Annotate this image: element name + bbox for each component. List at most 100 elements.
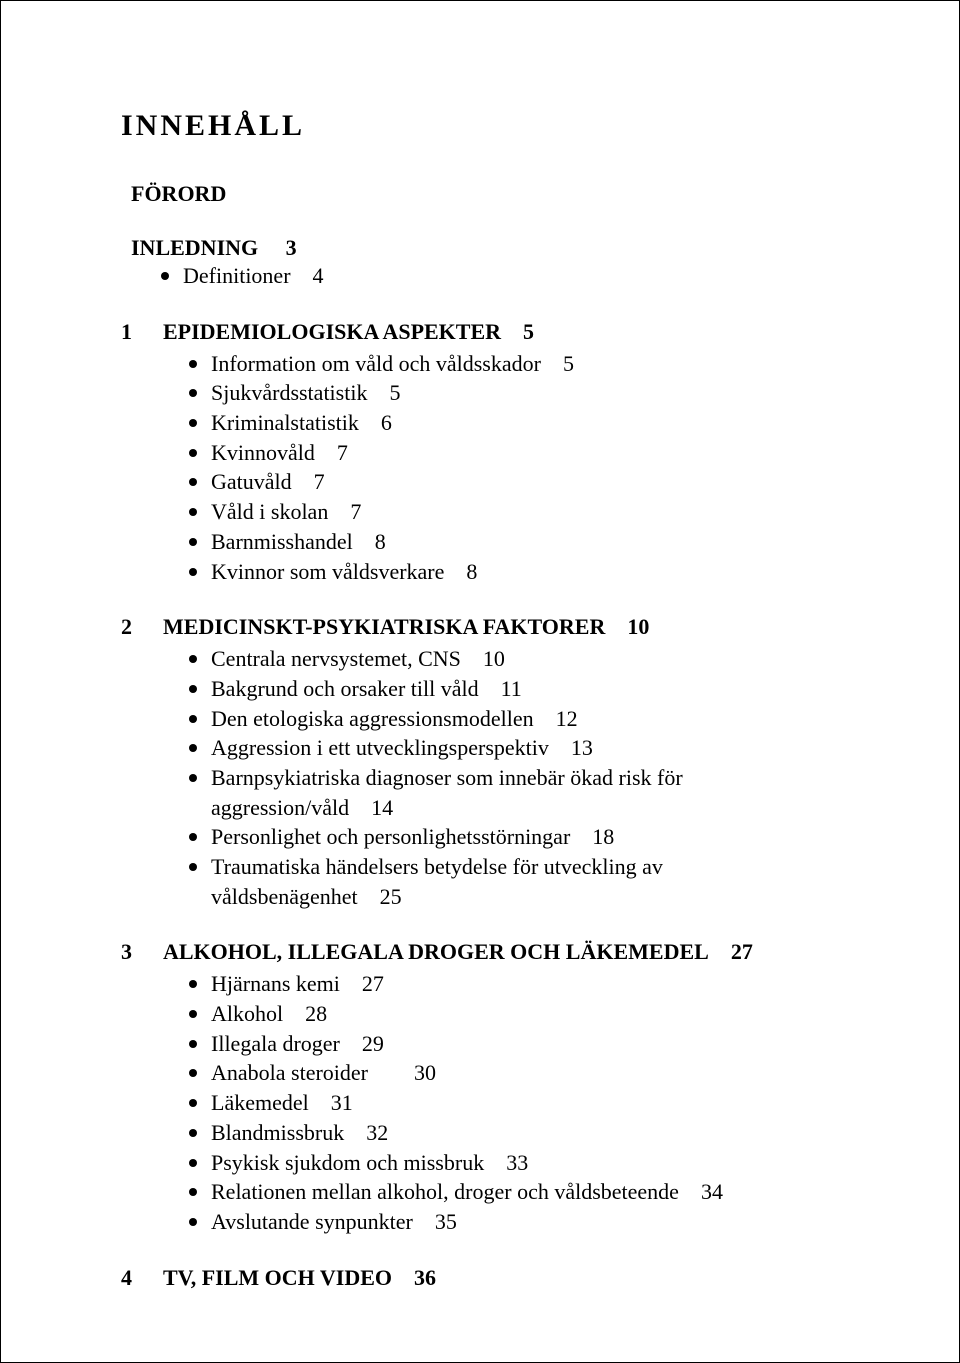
bullet-icon	[189, 999, 211, 1029]
inledning-section: INLEDNING 3 Definitioner4	[121, 235, 839, 291]
list-item-text: Kvinnovåld7	[211, 438, 839, 468]
bullet-icon	[161, 261, 183, 291]
bullet-icon	[189, 1088, 211, 1118]
item-label: Aggression i ett utvecklingsperspektiv	[211, 735, 549, 760]
list-item: Våld i skolan 7	[189, 497, 839, 527]
item-page: 5	[563, 351, 574, 376]
list-item-text: Gatuvåld7	[211, 467, 839, 497]
bullet-icon	[189, 733, 211, 763]
item-label: Kriminalstatistik	[211, 410, 359, 435]
list-item-text: Definitioner4	[183, 261, 839, 291]
item-page: 10	[483, 646, 505, 671]
list-item: Alkohol 28	[189, 999, 839, 1029]
list-item: Kvinnovåld7	[189, 438, 839, 468]
section-number: 4	[121, 1265, 163, 1291]
list-item: Läkemedel 31	[189, 1088, 839, 1118]
item-page: 7	[314, 469, 325, 494]
section-items: Hjärnans kemi27Alkohol28Illegala droger2…	[189, 969, 839, 1236]
item-label: Centrala nervsystemet, CNS	[211, 646, 461, 671]
section-heading: 1EPIDEMIOLOGISKA ASPEKTER5	[121, 319, 839, 345]
item-label: Personlighet och personlighetsstörningar	[211, 824, 570, 849]
item-page: 31	[331, 1090, 353, 1115]
item-label: Alkohol	[211, 1001, 283, 1026]
list-item-text: Anabola steroider 30	[211, 1058, 839, 1088]
list-item: Barnpsykiatriska diagnoser som innebär ö…	[189, 763, 839, 822]
bullet-icon	[189, 527, 211, 557]
bullet-icon	[189, 497, 211, 527]
item-label: Relationen mellan alkohol, droger och vå…	[211, 1179, 679, 1204]
item-label: Hjärnans kemi	[211, 971, 340, 996]
list-item: Traumatiska händelsers betydelse för utv…	[189, 852, 839, 911]
item-page: 30	[414, 1060, 436, 1085]
item-page: 13	[571, 735, 593, 760]
list-item: Den etologiska aggressionsmodellen12	[189, 704, 839, 734]
document-title: INNEHÅLL	[121, 109, 839, 143]
item-label: Våld i skolan	[211, 499, 328, 524]
item-label: Anabola steroider	[211, 1060, 368, 1085]
list-item-text: Hjärnans kemi 27	[211, 969, 839, 999]
section-label: TV, FILM OCH VIDEO	[163, 1265, 392, 1291]
inledning-page: 3	[286, 235, 297, 260]
bullet-icon	[189, 644, 211, 674]
bullet-icon	[189, 378, 211, 408]
list-item: Avslutande synpunkter35	[189, 1207, 839, 1237]
item-label: Illegala droger	[211, 1031, 340, 1056]
list-item-text: Traumatiska händelsers betydelse för utv…	[211, 852, 839, 911]
list-item-text: Aggression i ett utvecklingsperspektiv 13	[211, 733, 839, 763]
bullet-icon	[189, 408, 211, 438]
list-item-text: Psykisk sjukdom och missbruk33	[211, 1148, 839, 1178]
section-page: 10	[627, 614, 649, 640]
item-page: 14	[371, 795, 393, 820]
list-item-text: Våld i skolan 7	[211, 497, 839, 527]
list-item: Information om våld och våldsskador 5	[189, 349, 839, 379]
list-item: Bakgrund och orsaker till våld11	[189, 674, 839, 704]
bullet-icon	[189, 969, 211, 999]
list-item-text: Barnpsykiatriska diagnoser som innebär ö…	[211, 763, 839, 822]
page: INNEHÅLL FÖRORD INLEDNING 3 Definitioner…	[0, 0, 960, 1363]
section-items: Centrala nervsystemet, CNS 10 Bakgrund och…	[189, 644, 839, 911]
item-page: 27	[362, 971, 384, 996]
bullet-icon	[189, 1118, 211, 1148]
forord-section: FÖRORD	[121, 181, 839, 207]
item-page: 8	[375, 529, 386, 554]
section-number: 3	[121, 939, 163, 965]
section-page: 5	[523, 319, 534, 345]
bullet-icon	[189, 438, 211, 468]
item-page: 7	[337, 440, 348, 465]
forord-heading: FÖRORD	[131, 181, 839, 207]
bullet-icon	[189, 467, 211, 497]
list-item: Barnmisshandel8	[189, 527, 839, 557]
item-label: Blandmissbruk	[211, 1120, 344, 1145]
item-page: 28	[305, 1001, 327, 1026]
item-label: Information om våld och våldsskador	[211, 351, 541, 376]
bullet-icon	[189, 557, 211, 587]
list-item: Kriminalstatistik 6	[189, 408, 839, 438]
section-items: Information om våld och våldsskador 5 Sjuk…	[189, 349, 839, 587]
section-heading: 3ALKOHOL, ILLEGALA DROGER OCH LÄKEMEDEL 2…	[121, 939, 839, 965]
list-item: Blandmissbruk32	[189, 1118, 839, 1148]
section-number: 2	[121, 614, 163, 640]
item-label: Sjukvårdsstatistik	[211, 380, 367, 405]
item-page: 6	[381, 410, 392, 435]
section-page: 27	[731, 939, 753, 965]
bullet-icon	[189, 852, 211, 882]
bullet-icon	[189, 763, 211, 793]
item-page: 8	[466, 559, 477, 584]
item-label: Definitioner	[183, 263, 291, 288]
bullet-icon	[189, 674, 211, 704]
section-label: ALKOHOL, ILLEGALA DROGER OCH LÄKEMEDEL	[163, 939, 709, 965]
list-item-text: Relationen mellan alkohol, droger och vå…	[211, 1177, 839, 1207]
item-page: 18	[592, 824, 614, 849]
section: 4TV, FILM OCH VIDEO36	[121, 1265, 839, 1291]
list-item-text: Blandmissbruk32	[211, 1118, 839, 1148]
item-label: Psykisk sjukdom och missbruk	[211, 1150, 484, 1175]
list-item: Gatuvåld7	[189, 467, 839, 497]
list-item: Aggression i ett utvecklingsperspektiv 13	[189, 733, 839, 763]
item-page: 5	[389, 380, 400, 405]
list-item: Relationen mellan alkohol, droger och vå…	[189, 1177, 839, 1207]
bullet-icon	[189, 1058, 211, 1088]
section: 3ALKOHOL, ILLEGALA DROGER OCH LÄKEMEDEL 2…	[121, 939, 839, 1236]
item-label: Läkemedel	[211, 1090, 309, 1115]
list-item-text: Barnmisshandel8	[211, 527, 839, 557]
item-page: 7	[350, 499, 361, 524]
